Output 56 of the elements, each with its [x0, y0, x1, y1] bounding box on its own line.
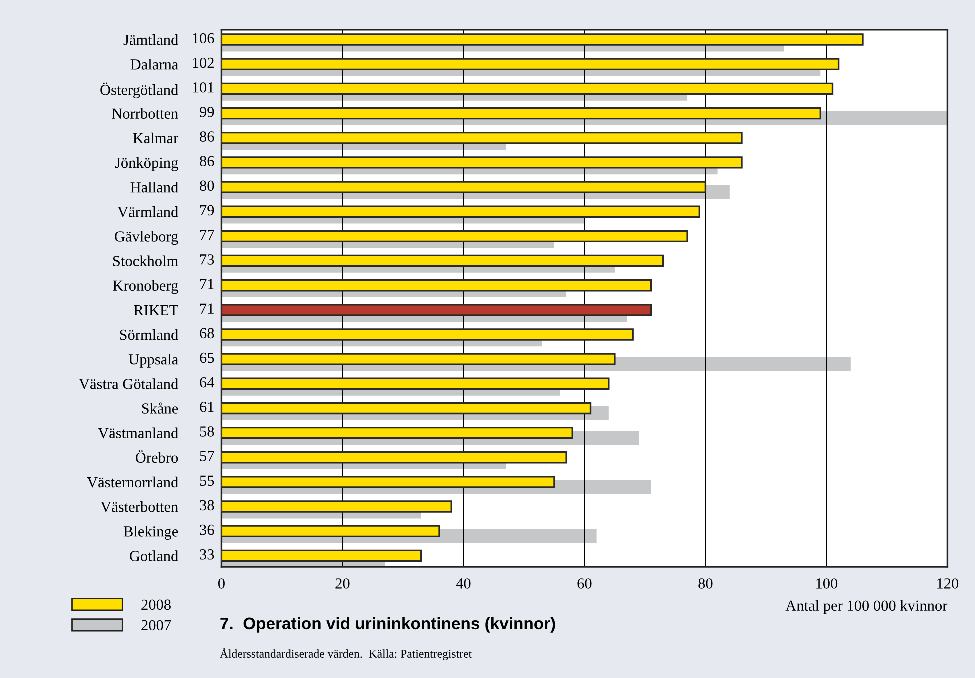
- x-tick-label: 80: [698, 578, 713, 589]
- x-tick-label: 20: [336, 578, 350, 589]
- x-tick-label: 120: [938, 578, 959, 589]
- y-tick-label: Jämtland: [124, 34, 178, 46]
- x-tick-label: 60: [578, 578, 592, 589]
- data-label: 55: [200, 476, 214, 486]
- data-label: 73: [200, 254, 214, 265]
- y-tick-label: RIKET: [134, 305, 178, 316]
- data-label: 80: [200, 180, 214, 192]
- x-tick-label: 40: [456, 578, 471, 589]
- data-label: 33: [200, 550, 214, 560]
- y-tick-label: Kalmar: [133, 132, 179, 144]
- y-tick-label: Västmanland: [98, 428, 178, 439]
- y-tick-label: Dalarna: [130, 59, 178, 70]
- x-tick-label: 100: [816, 578, 838, 589]
- data-label: 102: [193, 58, 214, 68]
- y-tick-label: Östergötland: [100, 82, 178, 98]
- data-label: 71: [200, 279, 214, 290]
- legend-label: 2007: [142, 620, 172, 631]
- y-tick-label: Sörmland: [120, 329, 178, 340]
- data-label: 86: [200, 156, 214, 167]
- data-label: 36: [200, 524, 214, 536]
- y-tick-label: Kronoberg: [113, 280, 178, 294]
- y-tick-label: Uppsala: [128, 354, 178, 368]
- y-tick-label: Norrbotten: [112, 108, 178, 119]
- x-axis-title: Antal per 100 000 kvinnor: [786, 600, 948, 614]
- data-label: 79: [200, 205, 214, 216]
- data-label: 86: [200, 132, 214, 142]
- data-label: 99: [200, 107, 214, 118]
- y-tick-label: Västernorrland: [87, 476, 178, 488]
- data-label: 68: [200, 328, 214, 339]
- y-tick-label: Västra Götaland: [79, 378, 178, 390]
- y-tick-label: Västerbotten: [100, 501, 178, 512]
- data-label: 65: [200, 352, 214, 364]
- y-tick-label: Örebro: [136, 450, 178, 464]
- data-label: 57: [200, 451, 214, 462]
- y-tick-label: Halland: [130, 182, 178, 193]
- y-tick-label: Blekinge: [124, 526, 178, 540]
- data-label: 71: [200, 304, 214, 314]
- data-label: 38: [200, 500, 214, 511]
- data-label: 58: [200, 426, 214, 437]
- y-tick-label: Jönköping: [115, 157, 178, 172]
- y-tick-label: Värmland: [118, 206, 178, 218]
- legend-label: 2008: [142, 600, 171, 610]
- y-tick-label: Gävleborg: [115, 231, 178, 246]
- text: 7. Operation vid urininkontinens (kvinnor): [220, 617, 556, 633]
- data-label: 106: [193, 33, 214, 44]
- text: Åldersstandardiserade värden. Källa: Patientregistret: [220, 648, 472, 660]
- data-label: 77: [200, 230, 214, 240]
- x-tick-label: 0: [218, 578, 225, 589]
- data-label: 61: [200, 402, 214, 412]
- y-tick-label: Gotland: [130, 550, 178, 562]
- y-tick-label: Stockholm: [113, 256, 178, 266]
- data-label: 64: [200, 377, 215, 388]
- data-label: 101: [193, 82, 214, 93]
- y-tick-label: Skåne: [142, 402, 178, 414]
